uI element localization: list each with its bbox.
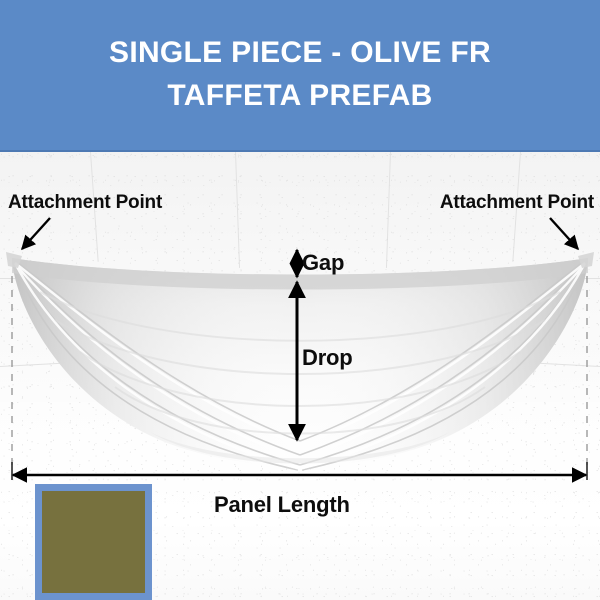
attachment-point-left-label: Attachment Point — [8, 192, 163, 213]
panel-length-label: Panel Length — [214, 492, 350, 517]
header-title-line-2: TAFFETA PREFAB — [167, 79, 433, 112]
swag-top-band — [12, 258, 588, 290]
olive-color-swatch-fill — [42, 491, 145, 593]
swag-bottom-shadow — [150, 432, 450, 464]
gap-label: Gap — [302, 250, 345, 275]
header-banner: SINGLE PIECE - OLIVE FR TAFFETA PREFAB — [0, 0, 600, 152]
olive-color-swatch — [35, 484, 152, 600]
swag-folds-right — [299, 258, 588, 471]
swag-folds-left — [12, 258, 301, 471]
attachment-knot-right — [578, 252, 594, 268]
header-title-line-1: SINGLE PIECE - OLIVE FR — [109, 36, 491, 70]
drop-label: Drop — [302, 345, 353, 370]
attachment-point-right-label: Attachment Point — [439, 192, 594, 213]
attachment-knot-left — [6, 252, 22, 268]
